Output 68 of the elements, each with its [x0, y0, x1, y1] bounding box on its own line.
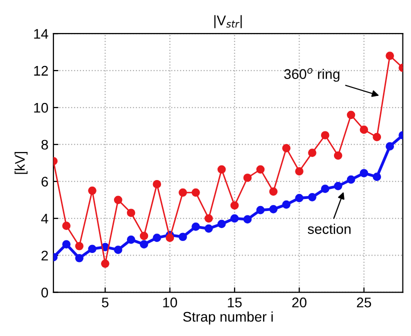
point — [269, 187, 278, 196]
point — [178, 232, 187, 242]
point — [166, 234, 174, 242]
point — [360, 168, 368, 178]
point — [140, 232, 148, 240]
point — [360, 126, 368, 134]
point — [204, 224, 213, 233]
point — [295, 167, 304, 176]
y-tick-label: 2 — [42, 250, 48, 260]
point — [282, 144, 290, 152]
point — [372, 172, 382, 181]
point — [88, 186, 96, 195]
x-axis-title: Strap number i — [183, 312, 273, 324]
point — [217, 165, 226, 174]
point — [101, 260, 110, 268]
point — [114, 246, 122, 254]
y-tick-label: 14 — [34, 29, 48, 39]
y-axis-title: [kV] — [14, 152, 28, 174]
point — [230, 214, 239, 223]
x-tick-label: 25 — [356, 298, 372, 308]
point — [372, 132, 382, 142]
x-tick-label: 10 — [163, 298, 178, 308]
y-tick-label: 10 — [34, 102, 48, 113]
y-tick-label: 6 — [42, 176, 48, 187]
chart-title: |V$_{str}$| — [214, 15, 242, 28]
point — [75, 242, 84, 250]
x-tick-label: 20 — [292, 298, 306, 308]
point — [295, 194, 304, 202]
point — [243, 174, 252, 182]
point — [126, 235, 136, 244]
point — [88, 244, 96, 254]
point — [140, 240, 148, 248]
x-tick-label: 5 — [102, 298, 108, 308]
x-tick-label: 15 — [228, 298, 242, 308]
point — [346, 110, 356, 120]
point — [320, 184, 330, 193]
point — [243, 215, 252, 224]
point — [386, 142, 394, 150]
point — [62, 240, 71, 248]
point — [192, 188, 200, 197]
point — [308, 192, 316, 202]
y-tick-label: 8 — [41, 140, 48, 150]
point — [192, 222, 200, 231]
point — [114, 196, 122, 204]
point — [62, 222, 71, 230]
point — [256, 206, 265, 214]
point — [217, 220, 226, 228]
point — [230, 201, 239, 210]
point — [346, 175, 356, 184]
y-tick-label: 4 — [41, 214, 48, 224]
point — [75, 254, 84, 262]
point — [126, 208, 136, 218]
point — [320, 131, 330, 140]
text: 360$^{o}$ ring — [284, 68, 340, 82]
point — [204, 214, 213, 223]
y-tick-label: 0 — [41, 288, 48, 298]
point — [282, 200, 290, 209]
point — [308, 148, 316, 157]
point — [152, 180, 162, 188]
point — [256, 165, 265, 174]
series-label: section — [308, 224, 351, 234]
point — [178, 188, 187, 197]
point — [334, 182, 342, 190]
point — [152, 234, 162, 242]
y-tick-label: 12 — [34, 66, 48, 76]
point — [334, 151, 342, 160]
point — [269, 204, 278, 214]
point — [386, 52, 394, 60]
